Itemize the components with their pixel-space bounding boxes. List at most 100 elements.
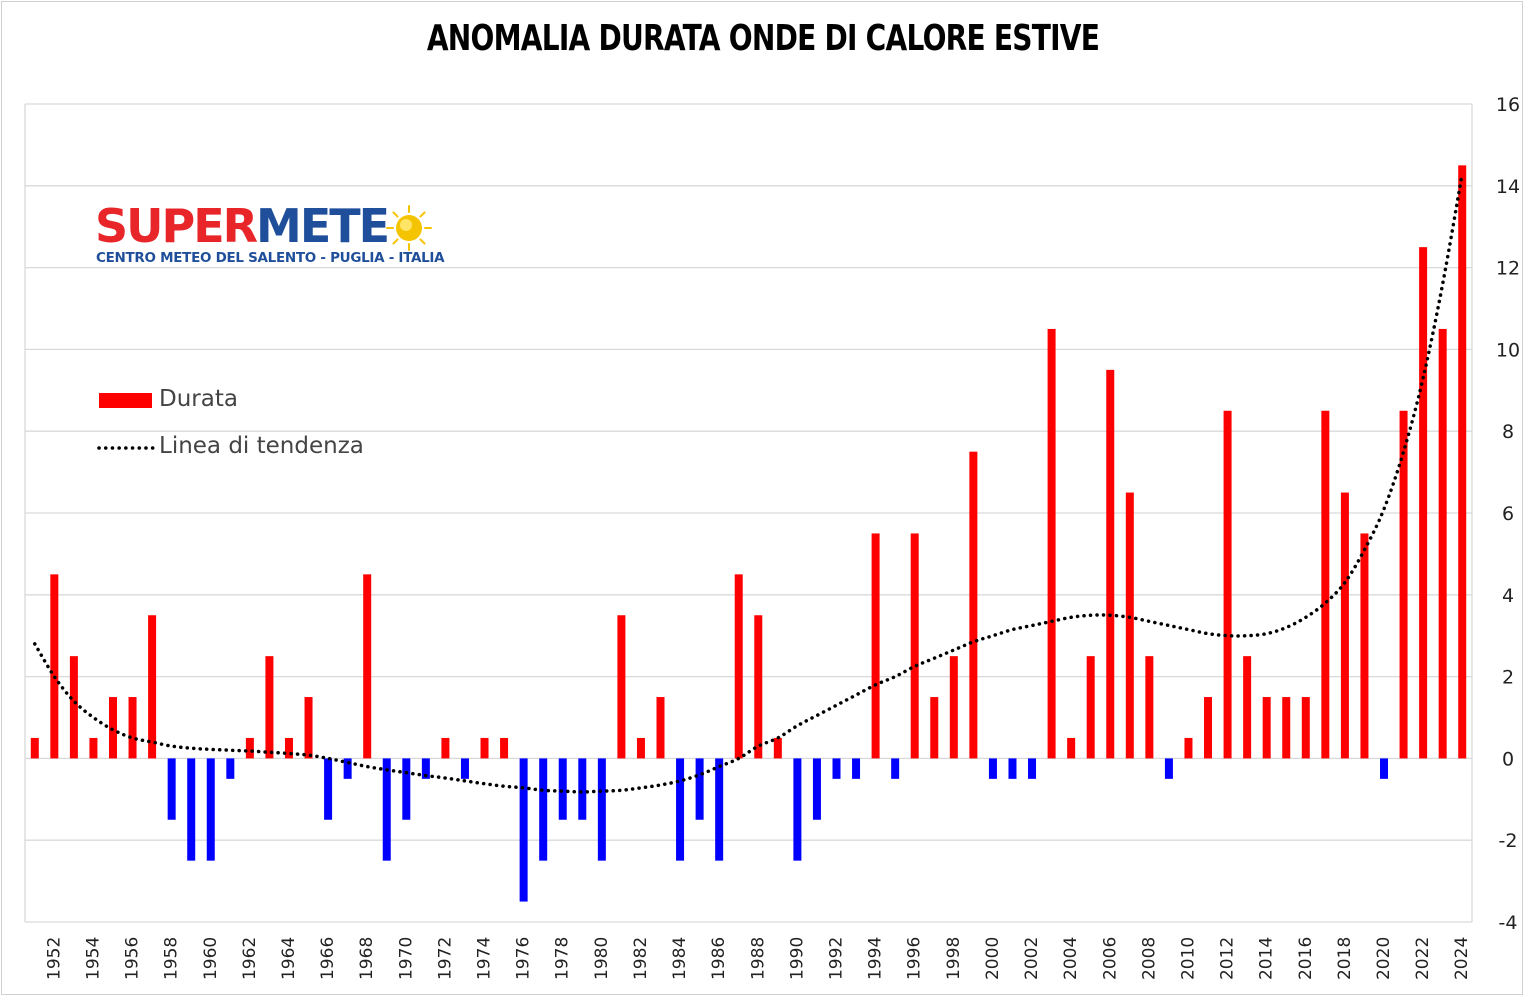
x-tick-label: 2022 <box>1413 937 1433 980</box>
sun-icon <box>386 205 432 251</box>
bar <box>852 758 861 779</box>
x-tick-label: 1966 <box>318 937 338 980</box>
bar <box>832 758 841 779</box>
bar <box>304 697 313 759</box>
bar <box>695 758 704 820</box>
bar <box>245 737 254 759</box>
x-tick-label: 2008 <box>1139 937 1159 980</box>
bar <box>226 758 235 779</box>
bar <box>108 697 117 759</box>
x-tick-label: 1988 <box>748 937 768 980</box>
trend-line-path <box>33 171 1464 794</box>
bar <box>1086 656 1095 759</box>
bar <box>148 615 157 759</box>
bar <box>1399 410 1408 759</box>
bar <box>1282 697 1291 759</box>
bar <box>1106 369 1115 759</box>
x-tick-label: 1984 <box>670 937 690 980</box>
x-tick-label: 2014 <box>1257 937 1277 980</box>
x-tick-label: 1956 <box>123 937 143 980</box>
bar <box>734 574 743 759</box>
x-tick-label: 1992 <box>826 937 846 980</box>
y-tick-label: -2 <box>1499 830 1518 852</box>
bar <box>460 758 469 779</box>
bar <box>382 758 391 861</box>
x-tick-label: 1954 <box>83 937 103 980</box>
legend-swatch-durata <box>99 393 152 408</box>
legend-swatch-trend <box>97 446 155 450</box>
x-tick-label: 1976 <box>514 937 534 980</box>
bar <box>636 737 645 759</box>
bar <box>1321 410 1330 759</box>
x-tick-label: 1964 <box>279 937 299 980</box>
bar <box>265 656 274 759</box>
y-tick-label: 16 <box>1496 94 1520 116</box>
bar <box>69 656 78 759</box>
x-tick-label: 2000 <box>983 937 1003 980</box>
x-tick-label: 1968 <box>357 937 377 980</box>
x-tick-label: 1972 <box>435 937 455 980</box>
x-tick-label: 1958 <box>162 937 182 980</box>
x-tick-label: 2018 <box>1335 937 1355 980</box>
logo-wordmark: SUPERMETE <box>95 199 390 253</box>
y-tick-label: 12 <box>1496 258 1520 280</box>
bar <box>1360 533 1369 759</box>
bar <box>539 758 548 861</box>
bar <box>793 758 802 861</box>
legend-label-trend: Linea di tendenza <box>159 433 364 459</box>
bar <box>558 758 567 820</box>
bar <box>402 758 411 820</box>
bar <box>324 758 333 820</box>
x-tick-label: 1980 <box>592 937 612 980</box>
trend-line <box>33 171 1464 794</box>
bar <box>715 758 724 861</box>
y-tick-label: 0 <box>1502 748 1514 770</box>
logo-word-blue: METE <box>256 199 390 253</box>
bar <box>1184 737 1193 759</box>
y-tick-label: 4 <box>1502 585 1514 607</box>
bar <box>988 758 997 779</box>
bar <box>167 758 176 820</box>
bar <box>949 656 958 759</box>
bar <box>480 737 489 759</box>
y-tick-label: -4 <box>1499 912 1518 934</box>
bar <box>363 574 372 759</box>
bar <box>754 615 763 759</box>
x-tick-label: 1986 <box>709 937 729 980</box>
bar <box>89 737 98 759</box>
bar <box>1028 758 1037 779</box>
bar <box>500 737 509 759</box>
bar <box>50 574 59 759</box>
x-tick-label: 2004 <box>1061 937 1081 980</box>
x-tick-label: 2020 <box>1374 937 1394 980</box>
x-tick-label: 2024 <box>1452 937 1472 980</box>
bar <box>1380 758 1389 779</box>
legend-label-durata: Durata <box>159 386 238 412</box>
bar <box>812 758 821 820</box>
bar <box>1125 492 1134 759</box>
bar <box>421 758 430 779</box>
x-tick-label: 1962 <box>240 937 260 980</box>
bar <box>578 758 587 820</box>
x-tick-label: 1960 <box>201 937 221 980</box>
x-tick-label: 1994 <box>866 937 886 980</box>
x-tick-label: 1998 <box>944 937 964 980</box>
bar <box>343 758 352 779</box>
bars <box>30 165 1467 902</box>
bar <box>773 737 782 759</box>
x-tick-label: 1990 <box>787 937 807 980</box>
bar <box>1223 410 1232 759</box>
logo-word-red: SUPER <box>95 199 258 253</box>
bar <box>910 533 919 759</box>
bar <box>1164 758 1173 779</box>
x-tick-label: 2002 <box>1022 937 1042 980</box>
x-tick-label: 1982 <box>631 937 651 980</box>
y-tick-label: 2 <box>1502 667 1514 689</box>
bar <box>519 758 528 902</box>
x-tick-label: 2016 <box>1296 937 1316 980</box>
bar <box>1067 737 1076 759</box>
bar <box>206 758 215 861</box>
bar <box>969 451 978 759</box>
